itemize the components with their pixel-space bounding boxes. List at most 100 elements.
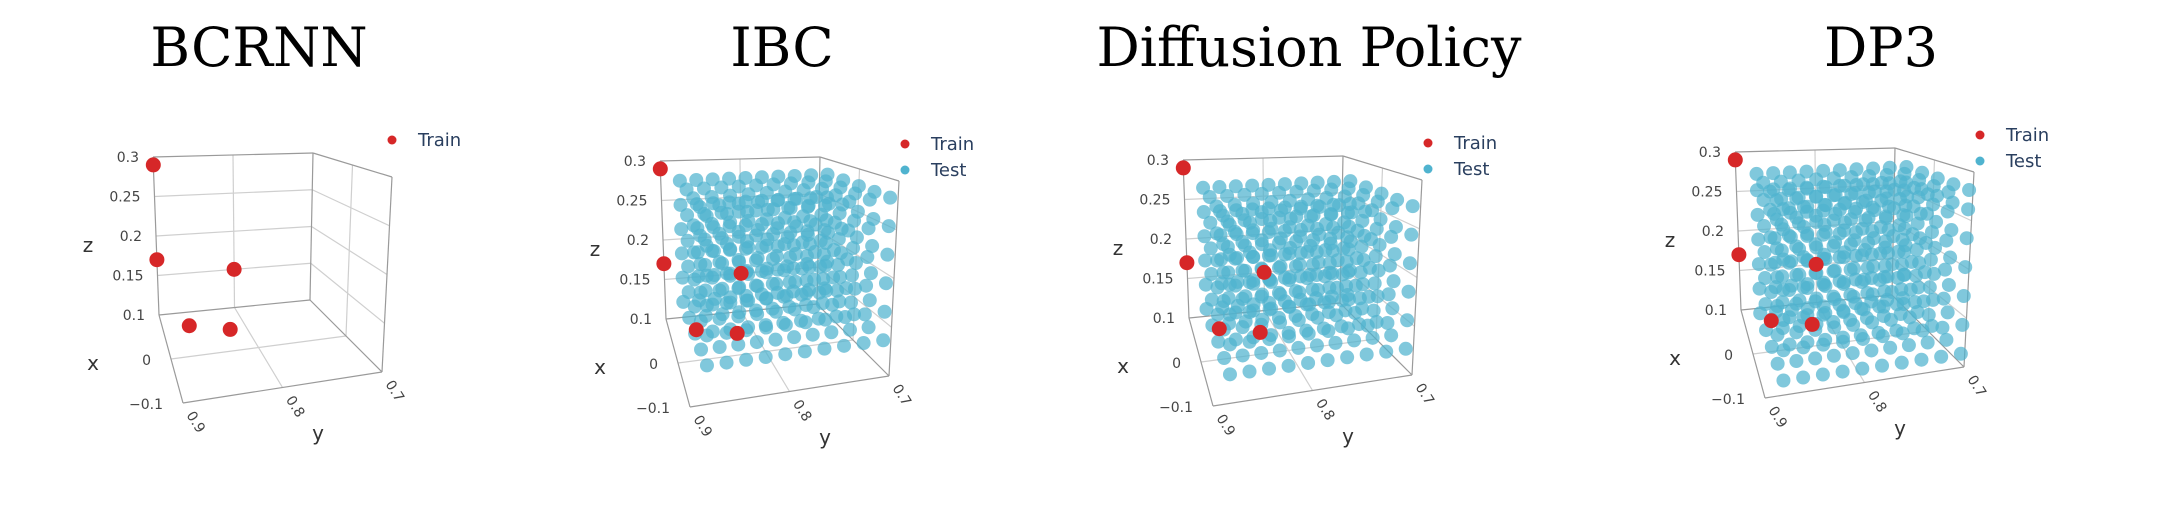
test-point	[1222, 217, 1237, 232]
z-tick-label: 0.25	[1691, 185, 1722, 201]
test-point	[699, 238, 714, 253]
test-point	[1203, 241, 1218, 256]
test-point	[1961, 202, 1976, 217]
test-point	[780, 230, 795, 245]
legend-marker-train	[1423, 138, 1433, 148]
test-point	[1905, 227, 1920, 242]
test-point	[1776, 202, 1791, 217]
test-point	[842, 322, 857, 337]
test-point	[1363, 232, 1378, 247]
axis-edge	[1188, 317, 1214, 407]
test-point	[673, 197, 688, 212]
train-point	[145, 157, 161, 173]
test-point	[1877, 270, 1892, 285]
axis-edge	[689, 375, 890, 408]
test-point	[712, 283, 727, 298]
test-point	[799, 286, 814, 301]
test-point	[1884, 284, 1899, 299]
test-point	[1242, 305, 1257, 320]
test-point	[798, 315, 813, 330]
axis-edge	[1411, 179, 1423, 376]
test-point	[780, 259, 795, 274]
test-point	[719, 325, 734, 340]
test-point	[719, 296, 734, 311]
test-point	[1847, 233, 1862, 248]
test-point	[1273, 287, 1288, 302]
test-point	[877, 304, 892, 319]
test-point	[1847, 205, 1862, 219]
test-point	[1958, 260, 1973, 275]
test-point	[768, 332, 783, 347]
test-point	[750, 279, 765, 294]
test-point	[1817, 247, 1832, 262]
test-point	[1887, 182, 1902, 197]
plot-panel-4: DP3 0.1 0.15 0.2 0.25 0.3 −0.1 0 0.9 0.8 0.7 z x y Tra…	[1665, 16, 2049, 440]
test-point	[1405, 199, 1420, 214]
test-point	[699, 298, 714, 313]
test-point	[1776, 313, 1791, 328]
test-point	[1337, 215, 1352, 230]
x-tick-label: −0.1	[636, 401, 670, 417]
test-point	[1848, 186, 1863, 201]
test-point	[1349, 251, 1364, 266]
test-point	[1366, 303, 1381, 318]
test-point	[759, 261, 774, 276]
test-point	[1764, 339, 1779, 354]
test-point	[1235, 291, 1250, 306]
test-point	[1386, 274, 1401, 289]
test-point	[1361, 289, 1376, 304]
test-point	[1920, 206, 1935, 221]
z-tick-label: 0.15	[1142, 272, 1173, 288]
test-point	[1283, 211, 1298, 226]
test-point	[1898, 238, 1913, 253]
test-point	[1400, 313, 1415, 328]
test-point	[693, 228, 708, 243]
test-point	[820, 254, 835, 269]
test-point	[1217, 350, 1232, 365]
test-point	[1845, 346, 1860, 361]
x-tick-label: −0.1	[1711, 392, 1745, 408]
axis-edge	[1182, 155, 1344, 161]
test-point	[805, 327, 820, 342]
train-point	[149, 252, 165, 268]
legend-marker-test	[1975, 156, 1985, 166]
test-point	[1867, 203, 1882, 218]
test-point	[1292, 257, 1307, 272]
test-point	[1196, 205, 1211, 220]
test-point	[1281, 329, 1296, 344]
test-point	[842, 194, 857, 209]
test-point	[1304, 209, 1319, 224]
test-point	[1242, 364, 1257, 379]
x-axis-title: x	[1669, 346, 1681, 370]
y-tick-label: 0.8	[789, 397, 814, 424]
test-point	[1381, 287, 1396, 302]
gridline-x	[345, 164, 354, 337]
test-point	[1272, 343, 1287, 358]
test-point	[1204, 292, 1219, 307]
test-point	[1920, 187, 1935, 202]
test-point	[1222, 367, 1237, 382]
test-point	[1763, 230, 1778, 245]
test-point	[687, 299, 702, 314]
test-point	[1197, 229, 1212, 244]
test-point	[750, 223, 765, 238]
test-point	[788, 274, 803, 289]
test-point	[878, 276, 893, 291]
test-point	[1764, 285, 1779, 300]
test-point	[1770, 356, 1785, 371]
axis-edge	[1342, 155, 1423, 181]
test-point	[1401, 284, 1416, 299]
y-tick-label: 0.8	[282, 393, 307, 420]
train-point	[1179, 255, 1195, 271]
x-tick-label: 0	[1724, 348, 1733, 364]
test-point	[1385, 301, 1400, 316]
test-point	[1235, 235, 1250, 250]
test-point	[838, 310, 853, 325]
test-point	[1291, 313, 1306, 328]
test-point	[1382, 258, 1397, 273]
test-point	[1878, 240, 1893, 255]
test-point	[674, 246, 689, 261]
test-point	[712, 311, 727, 326]
test-point	[1920, 335, 1935, 350]
test-point	[1328, 335, 1343, 350]
